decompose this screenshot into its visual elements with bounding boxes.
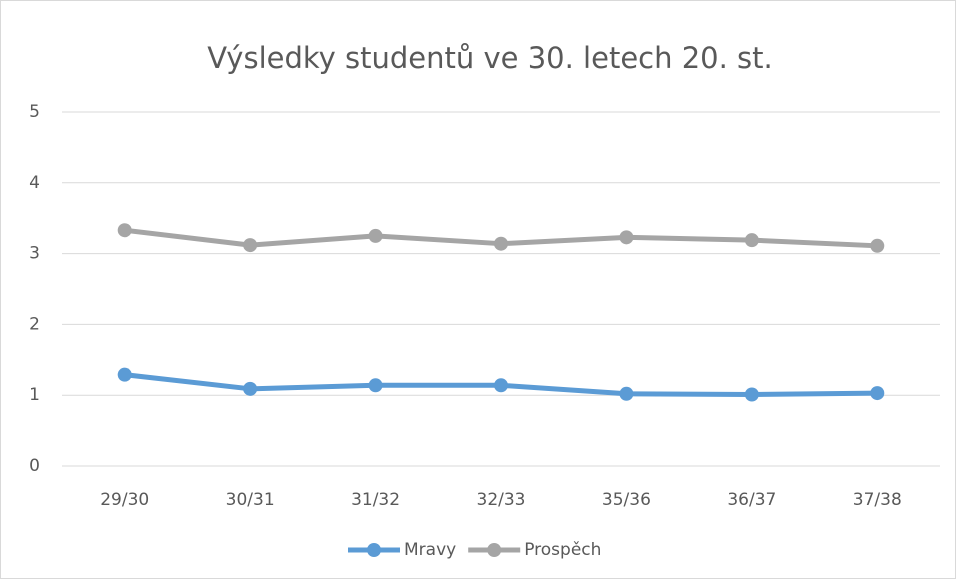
- data-point: [368, 378, 383, 393]
- x-tick-label: 30/31: [226, 490, 275, 510]
- y-tick-label: 5: [29, 102, 40, 122]
- legend-marker: [487, 543, 502, 557]
- x-tick-label: 31/32: [351, 490, 400, 510]
- data-point: [744, 387, 759, 402]
- legend-label: Prospěch: [524, 540, 601, 560]
- legend-marker: [367, 543, 381, 557]
- data-point: [619, 230, 634, 245]
- chart-title: Výsledky studentů ve 30. letech 20. st.: [207, 41, 773, 75]
- data-point: [368, 228, 383, 243]
- data-point: [243, 238, 258, 253]
- y-tick-label: 2: [29, 314, 40, 334]
- data-point: [117, 367, 132, 382]
- data-point: [494, 378, 508, 393]
- x-tick-label: 37/38: [853, 490, 902, 510]
- legend-label: Mravy: [404, 540, 456, 560]
- data-point: [744, 233, 759, 248]
- data-point: [619, 386, 634, 401]
- y-tick-label: 1: [29, 385, 40, 405]
- y-tick-label: 3: [29, 244, 40, 264]
- data-point: [494, 236, 508, 251]
- y-tick-label: 4: [29, 173, 40, 193]
- x-tick-label: 32/33: [477, 490, 526, 510]
- data-point: [870, 238, 885, 253]
- data-point: [243, 381, 258, 396]
- data-point: [870, 386, 885, 401]
- x-tick-label: 35/36: [602, 490, 651, 510]
- x-tick-label: 29/30: [100, 490, 149, 510]
- x-tick-label: 36/37: [727, 490, 776, 510]
- y-tick-label: 0: [29, 456, 40, 476]
- data-point: [117, 223, 132, 238]
